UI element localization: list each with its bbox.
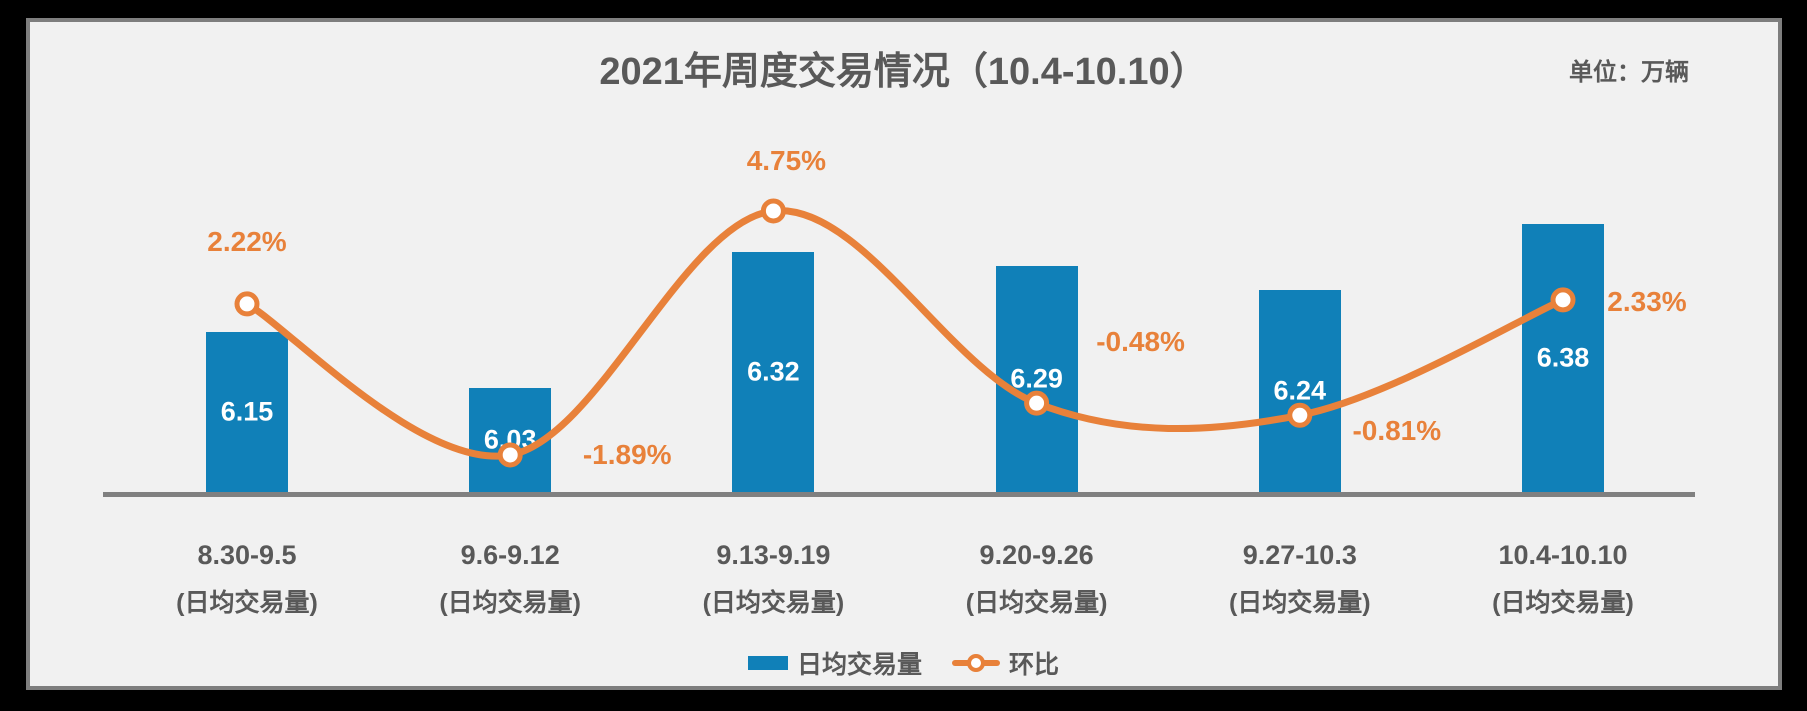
legend-bar-label: 日均交易量 xyxy=(796,651,922,679)
x-axis-sublabel: (日均交易量) xyxy=(965,589,1108,617)
bar-value-label: 6.24 xyxy=(1273,375,1327,406)
line-series-swatch xyxy=(952,653,1000,673)
x-axis-sublabel: (日均交易量) xyxy=(1492,589,1634,617)
x-axis-label: 10.4-10.10 (日均交易量) xyxy=(1492,540,1634,618)
legend-line-label: 环比 xyxy=(1009,651,1060,679)
bar-value-label: 6.38 xyxy=(1536,342,1590,373)
bar-value-label: 6.29 xyxy=(1010,363,1063,394)
legend: 日均交易量 环比 xyxy=(0,645,1807,681)
x-axis-period: 9.27-10.3 xyxy=(1242,540,1357,570)
x-axis-period: 8.30-9.5 xyxy=(197,540,297,570)
pct-change-label: -0.48% xyxy=(1096,326,1185,358)
x-axis-period: 9.6-9.12 xyxy=(460,540,560,570)
pct-change-label: 2.33% xyxy=(1607,285,1687,317)
pct-change-label: -1.89% xyxy=(582,438,672,470)
bar-value-label: 6.15 xyxy=(220,396,274,427)
chart-title: 2021年周度交易情况（10.4-10.10） xyxy=(599,51,1208,93)
x-axis-label: 9.20-9.26 (日均交易量) xyxy=(966,540,1108,618)
legend-item-bar-series: 日均交易量 xyxy=(747,645,922,681)
bar-series-swatch xyxy=(747,656,788,670)
line-swatch-marker-icon xyxy=(967,654,985,672)
x-axis-period: 9.13-9.19 xyxy=(716,540,831,570)
legend-item-line-series: 环比 xyxy=(952,645,1059,681)
x-axis-sublabel: (日均交易量) xyxy=(702,589,845,617)
x-axis-sublabel: (日均交易量) xyxy=(1228,589,1371,617)
x-axis-sublabel: (日均交易量) xyxy=(439,589,582,617)
x-axis-period: 9.20-9.26 xyxy=(979,540,1094,570)
pct-change-label: 2.22% xyxy=(207,225,287,257)
x-axis-label: 9.13-9.19 (日均交易量) xyxy=(703,540,845,618)
x-axis-label: 9.6-9.12 (日均交易量) xyxy=(439,540,581,618)
x-axis-period: 10.4-10.10 xyxy=(1498,540,1628,570)
x-axis-sublabel: (日均交易量) xyxy=(176,589,318,617)
x-axis-line xyxy=(103,492,1695,497)
bar-value-label: 6.03 xyxy=(483,424,537,455)
x-axis-label: 9.27-10.3 (日均交易量) xyxy=(1229,540,1371,618)
x-axis-label: 8.30-9.5 (日均交易量) xyxy=(176,540,318,618)
bar-value-label: 6.32 xyxy=(747,356,800,387)
pct-change-label: -0.81% xyxy=(1352,415,1442,447)
unit-label: 单位：万辆 xyxy=(1569,59,1689,86)
pct-change-label: 4.75% xyxy=(746,144,827,176)
